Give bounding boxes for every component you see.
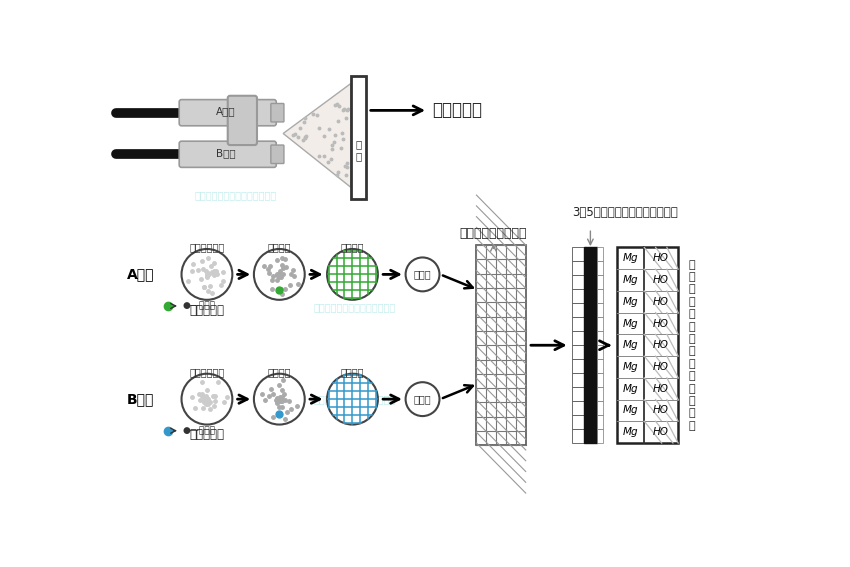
Circle shape [182, 249, 232, 300]
FancyBboxPatch shape [228, 96, 257, 145]
FancyBboxPatch shape [271, 103, 284, 122]
Text: ●—固化剂: ●—固化剂 [182, 426, 215, 435]
Bar [572, 415, 584, 429]
Circle shape [327, 374, 378, 425]
Text: A组份: A组份 [127, 268, 155, 281]
Text: 添加固化剂: 添加固化剂 [190, 429, 224, 442]
Bar [597, 276, 603, 289]
Text: Mg: Mg [622, 253, 638, 263]
FancyBboxPatch shape [271, 145, 284, 163]
Text: Mg: Mg [622, 319, 638, 328]
Text: 搅拌混合: 搅拌混合 [268, 242, 291, 252]
Circle shape [405, 382, 439, 416]
Text: Mg: Mg [622, 275, 638, 285]
Text: 自由基: 自由基 [414, 269, 431, 280]
Bar [477, 245, 526, 445]
Text: A组份: A组份 [217, 106, 236, 116]
Bar [597, 345, 603, 359]
Text: 基
面: 基 面 [355, 139, 362, 161]
Text: B组份: B组份 [127, 392, 155, 406]
Circle shape [182, 374, 232, 425]
Bar [597, 247, 603, 261]
Text: 在基层表面撞击混合: 在基层表面撞击混合 [460, 227, 527, 240]
Bar [584, 247, 597, 443]
Circle shape [254, 374, 304, 425]
Text: 添加固化剂: 添加固化剂 [190, 304, 224, 317]
Bar [572, 331, 584, 345]
Text: HO: HO [653, 275, 669, 285]
Text: B组份: B组份 [217, 148, 236, 158]
Bar [597, 401, 603, 415]
Text: 混合均匀: 混合均匀 [341, 242, 364, 252]
Bar [572, 345, 584, 359]
Circle shape [405, 257, 439, 291]
Bar [597, 429, 603, 443]
Bar [597, 373, 603, 387]
Bar [351, 76, 366, 199]
Text: HO: HO [653, 405, 669, 416]
Text: Mg: Mg [622, 340, 638, 350]
Bar [597, 415, 603, 429]
Bar [597, 289, 603, 303]
Bar [597, 318, 603, 331]
Text: 丙烯酸盐单体: 丙烯酸盐单体 [190, 242, 224, 252]
Text: 上海无忧树新材料科技有限公司: 上海无忧树新材料科技有限公司 [314, 394, 396, 404]
Text: 渗
透
到
混
凝
土
表
层
产
生
化
学
粘
接: 渗 透 到 混 凝 土 表 层 产 生 化 学 粘 接 [688, 260, 695, 431]
Text: HO: HO [653, 384, 669, 393]
Bar [572, 276, 584, 289]
Bar [572, 429, 584, 443]
Text: HO: HO [653, 427, 669, 437]
Text: 混合均匀: 混合均匀 [341, 367, 364, 377]
Text: 自由基: 自由基 [414, 394, 431, 404]
Bar [572, 247, 584, 261]
Text: 上海无忧树新材料科技有限公司: 上海无忧树新材料科技有限公司 [314, 302, 396, 312]
Bar [572, 261, 584, 276]
Bar [572, 303, 584, 318]
Text: HO: HO [653, 253, 669, 263]
FancyBboxPatch shape [179, 100, 276, 126]
Text: 丙烯酸盐单体: 丙烯酸盐单体 [190, 367, 224, 377]
Text: Mg: Mg [622, 405, 638, 416]
Text: HO: HO [653, 319, 669, 328]
Bar [597, 303, 603, 318]
Text: 上海无忧树新材料科技有限公司: 上海无忧树新材料科技有限公司 [195, 190, 276, 200]
Text: ●—固化剂: ●—固化剂 [182, 302, 215, 311]
Bar [572, 401, 584, 415]
Text: Mg: Mg [622, 297, 638, 307]
Circle shape [327, 249, 378, 300]
Text: HO: HO [653, 297, 669, 307]
Bar [572, 359, 584, 373]
Bar [597, 387, 603, 401]
Text: Mg: Mg [622, 362, 638, 372]
Text: Mg: Mg [622, 427, 638, 437]
Bar [597, 261, 603, 276]
Bar [616, 247, 678, 443]
FancyBboxPatch shape [179, 141, 276, 167]
Polygon shape [283, 83, 351, 187]
Text: HO: HO [653, 340, 669, 350]
Bar [597, 331, 603, 345]
Text: 搅拌混合: 搅拌混合 [268, 367, 291, 377]
Bar [572, 318, 584, 331]
Bar [572, 387, 584, 401]
Bar [597, 359, 603, 373]
Text: 3～5秒形成三维网状结构弹性体: 3～5秒形成三维网状结构弹性体 [572, 206, 678, 219]
Bar [572, 289, 584, 303]
Text: Mg: Mg [622, 384, 638, 393]
Text: HO: HO [653, 362, 669, 372]
Text: 喷膜防水层: 喷膜防水层 [432, 101, 482, 120]
Bar [572, 373, 584, 387]
Circle shape [254, 249, 304, 300]
